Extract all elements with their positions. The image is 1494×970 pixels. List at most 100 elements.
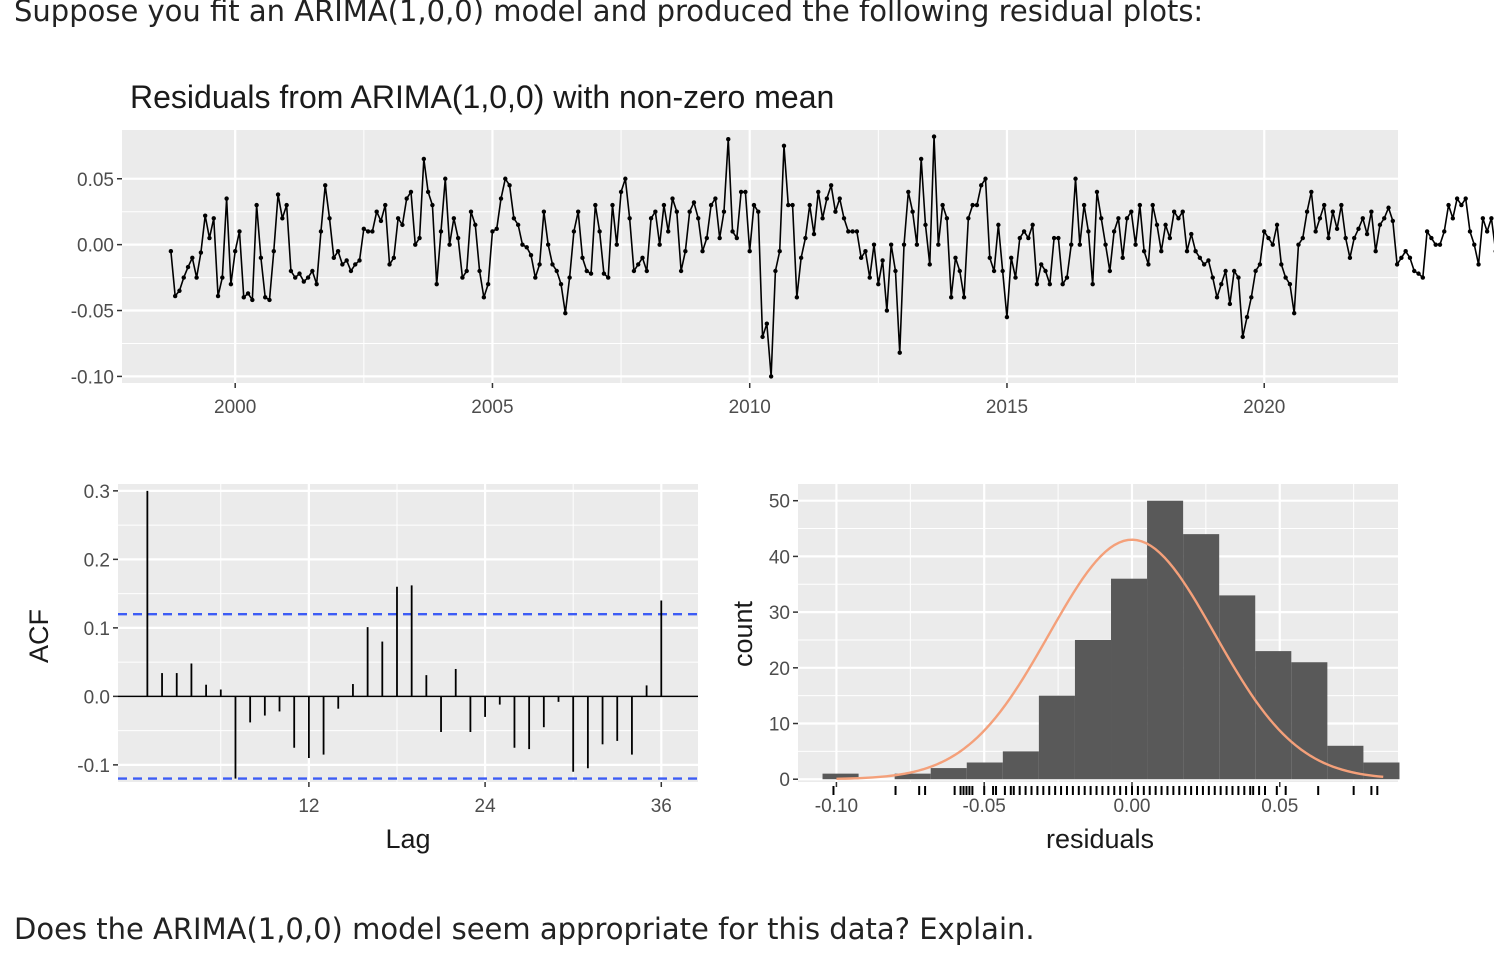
residual-point (1034, 281, 1040, 287)
residual-point (1240, 334, 1245, 340)
acf-y-tick-label: 0.0 (84, 687, 110, 708)
residual-point (215, 293, 221, 299)
residuals-x-tick-label: 2010 (729, 397, 771, 418)
residual-point (220, 275, 225, 280)
residual-point (811, 231, 817, 237)
histogram-y-tick-label: 20 (769, 659, 790, 680)
residual-point (816, 189, 821, 195)
residual-point (477, 268, 482, 274)
histogram-bar (966, 762, 1003, 780)
residual-point (1124, 216, 1130, 221)
residual-point (1017, 235, 1022, 241)
residual-point (1322, 202, 1327, 208)
histogram-panel: -0.10 -0.05 0.00 0.05 50 40 30 20 10 0 (769, 484, 1400, 817)
residual-point (1467, 229, 1473, 234)
residual-point (850, 229, 855, 234)
residual-point (824, 196, 830, 201)
residual-point (1060, 281, 1065, 287)
residual-point (545, 242, 551, 247)
residual-point (751, 202, 757, 208)
residual-point (348, 268, 354, 274)
residual-point (820, 216, 825, 221)
residual-point (606, 275, 611, 280)
residual-point (250, 297, 255, 303)
residual-point (498, 196, 504, 201)
histogram-bar (1183, 534, 1220, 780)
residual-point (1407, 255, 1413, 261)
residual-point (781, 143, 787, 149)
residual-point (1231, 268, 1237, 274)
residual-point (468, 209, 474, 214)
residuals-y-tick-label: -0.05 (71, 302, 114, 323)
residual-point (1343, 235, 1348, 241)
acf-y-tick-label: 0.2 (84, 550, 110, 571)
residual-point (1193, 249, 1198, 254)
residual-point (464, 268, 469, 274)
residual-point (275, 192, 281, 197)
residual-point (593, 202, 598, 208)
residual-point (1347, 255, 1353, 261)
residual-point (786, 202, 791, 208)
residual-point (867, 275, 872, 280)
histogram-bar (1074, 639, 1112, 780)
residual-point (575, 209, 581, 214)
residual-point (232, 249, 238, 254)
residual-point (267, 297, 272, 303)
residual-point (1437, 242, 1443, 247)
residual-point (1081, 202, 1087, 208)
residual-point (1077, 242, 1083, 247)
histogram-y-axis-label: count (728, 600, 758, 667)
normal-density-curve (836, 538, 1384, 781)
residual-point (1197, 255, 1203, 261)
histogram-y-tick-label: 50 (769, 492, 790, 513)
residual-point (1099, 216, 1104, 221)
residual-point (280, 216, 285, 221)
residual-point (1026, 235, 1031, 241)
residual-point (1159, 249, 1164, 254)
residual-point (837, 196, 842, 201)
residual-point (961, 295, 967, 300)
residual-point (301, 279, 306, 284)
residual-point (202, 213, 208, 218)
residual-point (1107, 268, 1113, 274)
residual-point (1064, 275, 1070, 280)
residual-point (803, 235, 808, 241)
residual-point (794, 295, 800, 300)
residual-point (383, 202, 388, 208)
residual-point (567, 275, 572, 280)
residual-point (1317, 216, 1323, 221)
residual-point (1330, 209, 1335, 214)
residual-point (1047, 281, 1053, 287)
acf-x-tick-label: 36 (651, 796, 672, 817)
residual-point (738, 189, 744, 195)
residuals-chart-title: Residuals from ARIMA(1,0,0) with non-zer… (130, 79, 834, 115)
residual-point (417, 235, 422, 241)
residual-point (224, 196, 229, 201)
residual-point (1433, 242, 1438, 247)
residual-point (1261, 229, 1267, 234)
residual-point (1146, 262, 1151, 267)
residual-point (777, 249, 782, 254)
residual-point (1189, 231, 1194, 237)
residual-point (1103, 242, 1108, 247)
residual-point (404, 196, 409, 201)
residual-point (897, 350, 902, 355)
residual-point (910, 209, 915, 214)
residual-point (211, 216, 216, 221)
residual-point (1176, 216, 1181, 221)
residual-point (1472, 242, 1477, 247)
residual-point (370, 229, 375, 234)
acf-x-axis-label: Lag (385, 824, 430, 854)
residual-point (327, 216, 332, 221)
residual-point (661, 202, 667, 208)
residual-point (863, 249, 868, 254)
residual-point (1399, 255, 1404, 261)
residual-point (906, 189, 911, 195)
residual-point (241, 295, 246, 300)
histogram-x-tick-label: -0.10 (815, 796, 858, 817)
residual-point (670, 196, 675, 201)
residual-point (258, 255, 264, 261)
residual-point (687, 209, 692, 214)
residual-point (190, 255, 195, 261)
residual-point (734, 235, 740, 241)
